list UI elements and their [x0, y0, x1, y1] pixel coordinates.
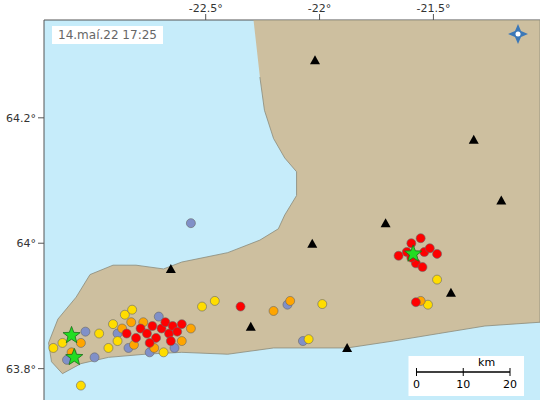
html-text:14.maí.22 17:25: 14.maí.22 17:25	[58, 28, 157, 42]
svg-text:km: km	[478, 356, 495, 369]
svg-text:-21.5°: -21.5°	[416, 2, 450, 15]
svg-text:20: 20	[503, 378, 517, 391]
svg-text:0: 0	[413, 378, 420, 391]
svg-text:10: 10	[456, 378, 470, 391]
svg-text:63.8°: 63.8°	[8, 363, 36, 376]
svg-text:64°: 64°	[17, 237, 37, 250]
svg-text:-22°: -22°	[308, 2, 331, 15]
svg-text:64.2°: 64.2°	[8, 112, 36, 125]
svg-text:-22.5°: -22.5°	[189, 2, 223, 15]
